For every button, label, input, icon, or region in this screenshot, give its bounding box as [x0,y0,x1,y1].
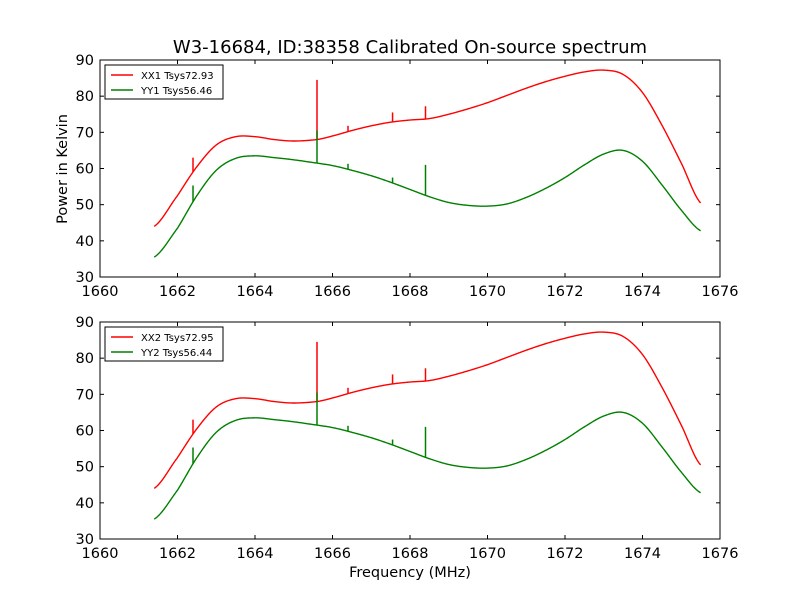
x-axis-label: Frequency (MHz) [349,565,471,581]
x-tick-label: 1674 [624,284,661,300]
y-tick-label: 80 [76,89,94,105]
figure-title: W3-16684, ID:38358 Calibrated On-source … [173,37,647,58]
series-line-xx1 [153,69,702,227]
legend-label: XX1 Tsys72.93 [141,71,214,82]
series-line-yy1 [153,149,701,258]
x-tick-label: 1668 [392,546,429,562]
legend-label: YY1 Tsys56.46 [140,86,212,97]
x-tick-label: 1664 [237,546,274,562]
series-line-xx2 [153,331,702,489]
x-tick-label: 1660 [82,284,119,300]
y-tick-label: 60 [76,424,94,440]
bottom-panel: 1660 1662 1664 1666 1668 1670 1672 1674 1676 30 40… [76,315,739,562]
x-tick-label: 1662 [159,546,196,562]
plot-area [153,331,702,520]
x-tick-label: 1676 [702,546,739,562]
y-tick-label: 30 [76,532,94,548]
plot-area [153,69,702,258]
x-tick-label: 1670 [469,284,506,300]
x-tick-label: 1666 [314,284,351,300]
x-tick-label: 1672 [547,546,584,562]
x-tick-label: 1668 [392,284,429,300]
legend: XX2 Tsys72.95 YY2 Tsys56.44 [104,326,224,362]
x-tick-label: 1676 [702,284,739,300]
x-tick-label: 1664 [237,284,274,300]
x-tick-label: 1674 [624,546,661,562]
x-tick-label: 1672 [547,284,584,300]
y-tick-label: 50 [76,460,94,476]
y-tick-label: 40 [76,496,94,512]
y-tick-label: 70 [76,387,94,403]
series-line-yy2 [153,411,701,520]
x-tick-label: 1666 [314,546,351,562]
y-tick-label: 50 [76,198,94,214]
y-axis-label: Power in Kelvin [55,114,71,224]
y-tick-label: 90 [76,315,94,331]
legend-label: XX2 Tsys72.95 [141,333,214,344]
y-tick-label: 90 [76,53,94,69]
y-tick-label: 60 [76,162,94,178]
x-tick-label: 1670 [469,546,506,562]
top-panel: 1660 1662 1664 1666 1668 1670 1672 1674 1676 30 40… [76,53,739,300]
legend: XX1 Tsys72.93 YY1 Tsys56.46 [104,64,224,100]
y-tick-label: 30 [76,270,94,286]
y-tick-label: 40 [76,234,94,250]
x-tick-label: 1660 [82,546,119,562]
legend-label: YY2 Tsys56.44 [140,348,212,359]
x-tick-label: 1662 [159,284,196,300]
y-tick-label: 70 [76,125,94,141]
legend-box [104,326,224,362]
y-tick-label: 80 [76,351,94,367]
legend-box [104,64,224,100]
